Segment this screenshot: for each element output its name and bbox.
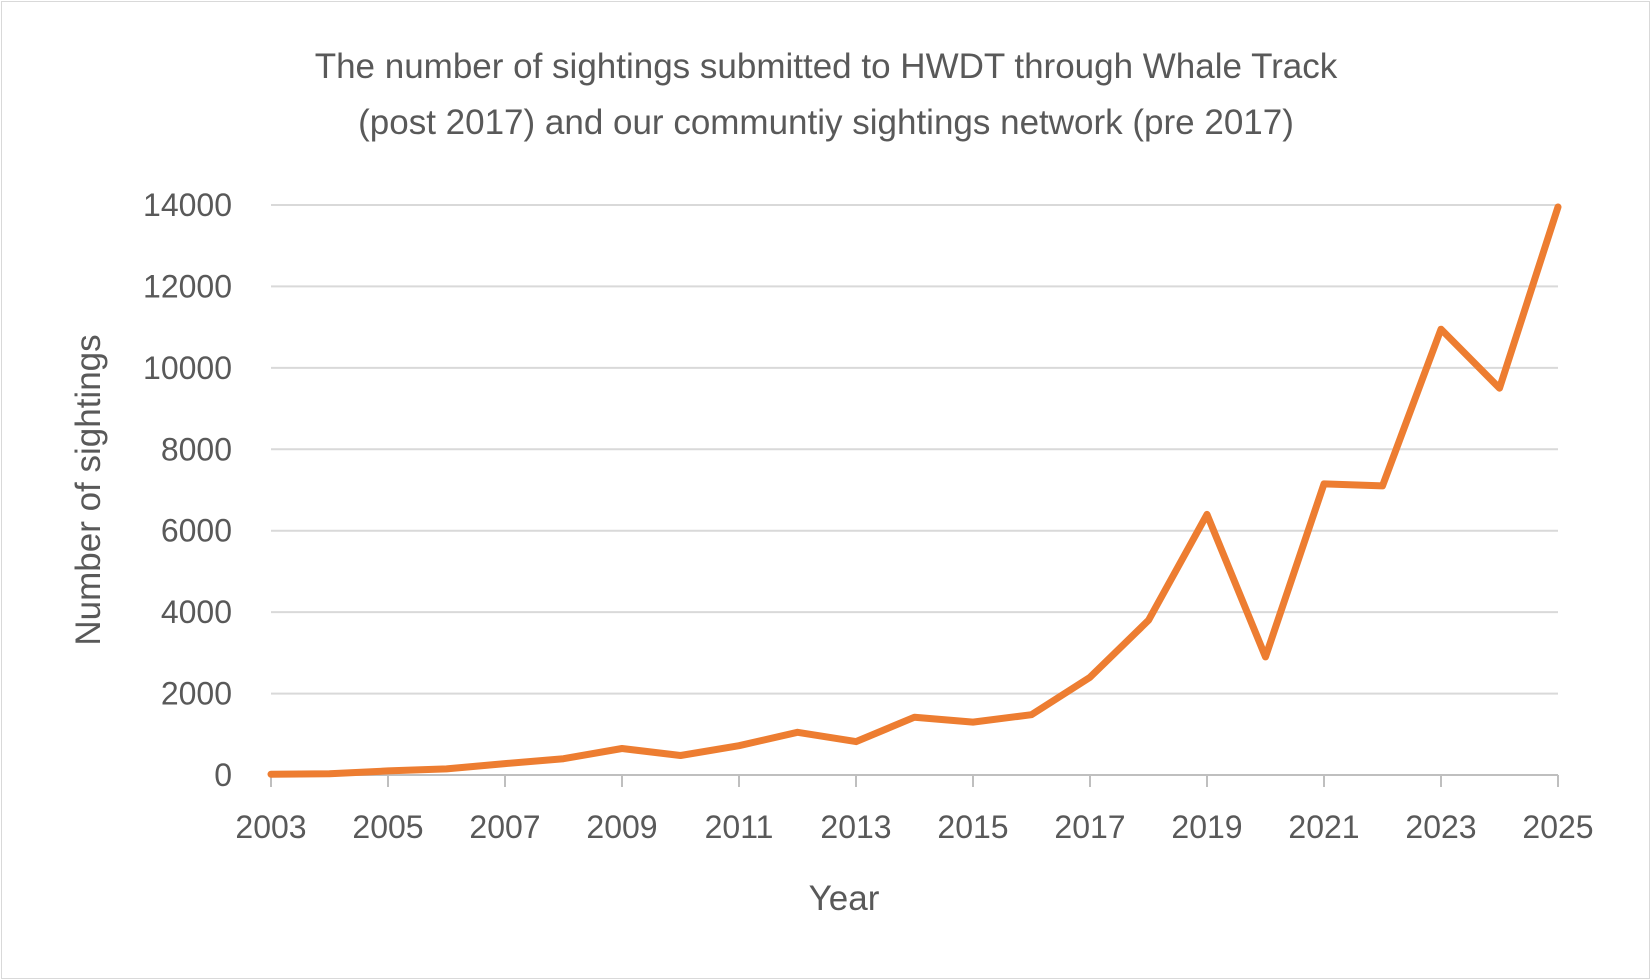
y-tick-label-4000: 4000 — [161, 594, 232, 630]
x-tick-label-2025: 2025 — [1522, 809, 1593, 845]
x-tick-label-2011: 2011 — [705, 809, 774, 845]
plot-area — [267, 203, 1562, 778]
y-tick-label-2000: 2000 — [161, 676, 232, 712]
series-line-0 — [267, 203, 1562, 778]
x-axis: 2003 2005 2007 2009 2011 2013 2015 2017 2019 2021… — [235, 774, 1594, 845]
y-tick-label-12000: 12000 — [143, 268, 232, 304]
gridlines — [271, 204, 1558, 695]
x-tick-label-2005: 2005 — [352, 809, 423, 845]
y-axis-tick-labels: 0 2000 4000 6000 8000 10000 12000 14000 — [143, 187, 232, 793]
x-axis-title: Year — [809, 879, 880, 918]
y-tick-label-0: 0 — [214, 757, 232, 793]
chart-title-line-2: (post 2017) and our communtiy sightings … — [358, 103, 1294, 142]
x-tick-label-2013: 2013 — [820, 809, 891, 845]
y-tick-label-8000: 8000 — [161, 431, 232, 467]
x-tick-label-2019: 2019 — [1171, 809, 1242, 845]
x-tick-label-2007: 2007 — [469, 809, 540, 845]
chart-title: The number of sightings submitted to HWD… — [315, 47, 1338, 142]
y-tick-label-6000: 6000 — [161, 513, 232, 549]
x-tick-label-2015: 2015 — [937, 809, 1008, 845]
chart-title-line-1: The number of sightings submitted to HWD… — [315, 47, 1338, 86]
x-tick-label-2017: 2017 — [1054, 809, 1125, 845]
x-tick-label-2003: 2003 — [235, 809, 306, 845]
y-axis-title: Number of sightings — [69, 334, 108, 645]
x-tick-label-2021: 2021 — [1288, 809, 1359, 845]
y-tick-label-10000: 10000 — [143, 350, 232, 386]
y-tick-label-14000: 14000 — [143, 187, 232, 223]
x-tick-label-2023: 2023 — [1405, 809, 1476, 845]
x-tick-label-2009: 2009 — [586, 809, 657, 845]
